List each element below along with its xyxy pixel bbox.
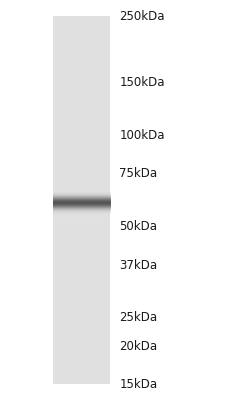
Text: 25kDa: 25kDa	[120, 311, 158, 324]
FancyBboxPatch shape	[53, 16, 110, 384]
Text: 250kDa: 250kDa	[120, 10, 165, 22]
Text: 15kDa: 15kDa	[120, 378, 158, 390]
Text: 37kDa: 37kDa	[120, 260, 158, 272]
Text: 20kDa: 20kDa	[120, 340, 158, 353]
Text: 50kDa: 50kDa	[120, 220, 158, 233]
Text: 100kDa: 100kDa	[120, 129, 165, 142]
Text: 150kDa: 150kDa	[120, 76, 165, 89]
Text: 75kDa: 75kDa	[120, 167, 158, 180]
